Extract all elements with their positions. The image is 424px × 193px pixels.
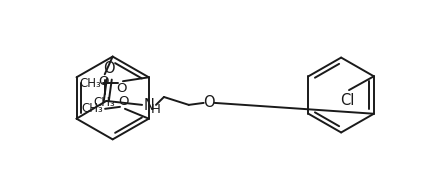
Text: O: O [119,95,129,108]
Text: N: N [144,98,155,113]
Text: CH₃: CH₃ [79,77,101,90]
Text: O: O [117,82,127,95]
Text: CH₃: CH₃ [81,102,103,115]
Text: H: H [151,103,161,116]
Text: O: O [98,75,109,88]
Text: CH₃: CH₃ [94,96,116,109]
Text: Cl: Cl [340,93,354,108]
Text: O: O [203,95,215,110]
Text: O: O [103,61,115,76]
